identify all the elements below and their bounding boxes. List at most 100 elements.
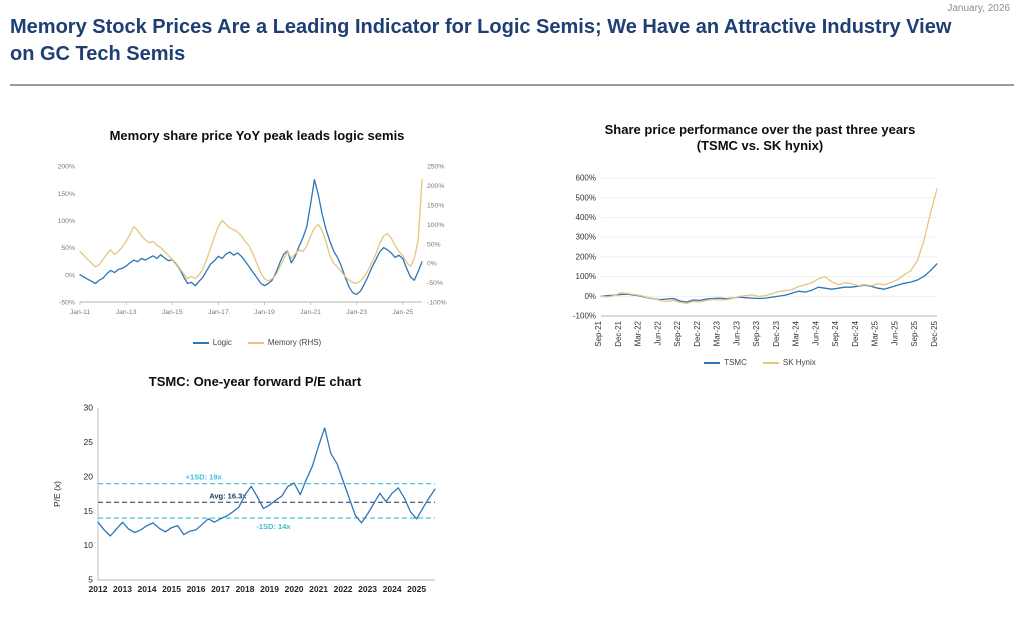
svg-text:Jun-23: Jun-23 (732, 320, 741, 345)
svg-text:Mar-24: Mar-24 (792, 320, 801, 346)
memory-logic-chart-legend: Logic Memory (RHS) (22, 338, 492, 347)
legend-item: SK Hynix (762, 358, 816, 367)
svg-text:Jan-15: Jan-15 (162, 309, 183, 316)
svg-text:0%: 0% (65, 272, 75, 279)
svg-text:50%: 50% (427, 241, 441, 248)
svg-text:Dec-24: Dec-24 (851, 320, 860, 346)
svg-text:Sep-21: Sep-21 (594, 320, 603, 346)
svg-text:2025: 2025 (407, 584, 426, 594)
legend-label: TSMC (724, 358, 747, 367)
svg-text:Jun-24: Jun-24 (811, 320, 820, 345)
svg-text:Jan-23: Jan-23 (346, 309, 367, 316)
svg-text:200%: 200% (576, 252, 596, 261)
svg-text:20: 20 (84, 471, 94, 481)
svg-text:Mar-22: Mar-22 (634, 320, 643, 346)
svg-text:5: 5 (88, 575, 93, 585)
tsmc-hynix-chart-canvas: 600% 500% 400% 300% 200% 100% 0% -100%Sep-21 Dec… (573, 174, 939, 347)
svg-text:2016: 2016 (187, 584, 206, 594)
svg-text:2020: 2020 (285, 584, 304, 594)
svg-text:Dec-23: Dec-23 (772, 320, 781, 346)
report-date: January, 2026 (947, 3, 1010, 14)
svg-text:2019: 2019 (260, 584, 279, 594)
ref-line-label: +1SD: 19x (186, 473, 223, 482)
svg-text:200%: 200% (58, 164, 75, 171)
svg-text:P/E (x): P/E (x) (52, 481, 62, 507)
svg-text:Jan-11: Jan-11 (70, 309, 90, 316)
svg-text:2022: 2022 (334, 584, 353, 594)
legend-label: Memory (RHS) (267, 338, 322, 347)
svg-text:2024: 2024 (383, 584, 402, 594)
svg-text:Sep-25: Sep-25 (910, 320, 919, 346)
legend-item: Memory (RHS) (247, 338, 322, 347)
svg-text:250%: 250% (427, 164, 444, 171)
svg-text:Mar-25: Mar-25 (871, 320, 880, 346)
legend-item: TSMC (704, 358, 747, 367)
svg-text:Jan-19: Jan-19 (254, 309, 275, 316)
svg-text:150%: 150% (427, 202, 444, 209)
svg-text:Jan-13: Jan-13 (116, 309, 137, 316)
svg-text:50%: 50% (61, 245, 75, 252)
svg-text:0%: 0% (427, 261, 437, 268)
legend-swatch (762, 361, 779, 364)
svg-text:Jan-21: Jan-21 (300, 309, 321, 316)
legend-label: Logic (212, 338, 232, 347)
page-title: Memory Stock Prices Are a Leading Indica… (10, 16, 952, 65)
svg-text:Dec-21: Dec-21 (614, 320, 623, 346)
svg-text:200%: 200% (427, 183, 444, 190)
svg-text:-50%: -50% (427, 280, 443, 287)
svg-text:Jan-25: Jan-25 (392, 309, 413, 316)
svg-text:2018: 2018 (236, 584, 255, 594)
ref-line-label: Avg: 16.3x (209, 491, 247, 500)
legend-swatch (247, 341, 264, 344)
svg-text:-100%: -100% (573, 312, 596, 321)
tsmc-hynix-chart-title-line2: (TSMC vs. SK hynix) (696, 138, 824, 153)
sk-hynix-line (600, 188, 938, 305)
tsmc-hynix-chart-title: Share price performance over the past th… (530, 122, 990, 154)
svg-text:30: 30 (84, 403, 94, 413)
svg-text:Sep-24: Sep-24 (831, 320, 840, 346)
svg-text:-100%: -100% (427, 300, 447, 307)
svg-text:100%: 100% (58, 218, 75, 225)
legend-swatch (704, 361, 721, 364)
svg-text:0%: 0% (584, 292, 596, 301)
tsmc-forward-p-e-line (97, 427, 436, 537)
svg-text:2021: 2021 (309, 584, 328, 594)
svg-text:25: 25 (84, 437, 94, 447)
svg-text:2014: 2014 (138, 584, 157, 594)
svg-text:2012: 2012 (89, 584, 108, 594)
ref-line-label: -1SD: 14x (256, 522, 291, 531)
logic-line (79, 178, 423, 296)
svg-text:-50%: -50% (59, 300, 75, 307)
svg-text:Dec-25: Dec-25 (930, 320, 939, 346)
svg-text:Mar-23: Mar-23 (713, 320, 722, 346)
svg-text:2017: 2017 (211, 584, 230, 594)
svg-text:300%: 300% (576, 233, 596, 242)
memory-logic-chart-title: Memory share price YoY peak leads logic … (109, 128, 405, 143)
legend-swatch (192, 341, 209, 344)
svg-text:Sep-23: Sep-23 (752, 320, 761, 346)
svg-text:Dec-22: Dec-22 (693, 320, 702, 346)
svg-text:400%: 400% (576, 213, 596, 222)
svg-text:100%: 100% (427, 222, 444, 229)
legend-item: Logic (192, 338, 232, 347)
svg-text:2015: 2015 (162, 584, 181, 594)
legend-label: SK Hynix (782, 358, 816, 367)
svg-text:150%: 150% (58, 191, 75, 198)
svg-text:100%: 100% (576, 272, 596, 281)
svg-text:10: 10 (84, 540, 94, 550)
svg-text:2013: 2013 (113, 584, 132, 594)
memory-logic-chart-canvas: 200% 150% 100% 50% 0% -50% 250% 200% 150% 100% 50%… (58, 164, 447, 316)
title-divider (10, 84, 1014, 86)
svg-text:2023: 2023 (358, 584, 377, 594)
svg-text:Jun-22: Jun-22 (653, 320, 662, 345)
tsmc-hynix-chart-legend: TSMC SK Hynix (545, 358, 975, 367)
svg-text:Sep-22: Sep-22 (673, 320, 682, 346)
svg-text:15: 15 (84, 506, 94, 516)
memory-rhs--line (79, 178, 423, 284)
svg-text:500%: 500% (576, 193, 596, 202)
svg-text:Jun-25: Jun-25 (890, 320, 899, 345)
tsmc-pe-chart-title: TSMC: One-year forward P/E chart (148, 374, 362, 389)
svg-text:Jan-17: Jan-17 (208, 309, 229, 316)
